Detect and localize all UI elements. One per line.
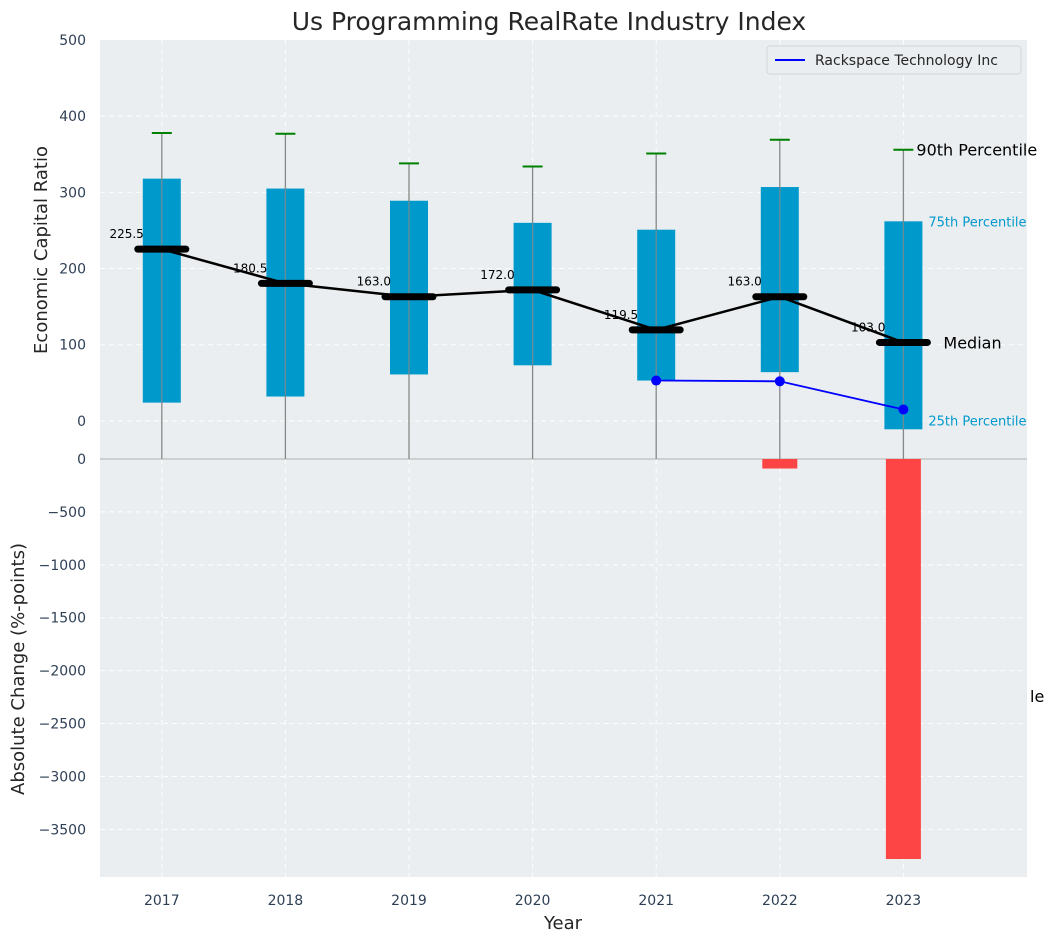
absolute-change-bar [762,459,798,469]
top-y-tick-label: 100 [59,338,86,354]
bottom-y-tick-label: −1500 [39,611,86,627]
bottom-plot-area [100,459,1027,877]
x-tick-label: 2018 [268,893,304,909]
bottom-y-axis-label: Absolute Change (%-points) [8,543,29,795]
clipped-annotation: le [1030,687,1044,706]
p75-annotation: 75th Percentile [928,215,1026,230]
median-data-label: 180.5 [233,261,267,275]
legend-box [766,45,1022,75]
x-tick-label: 2020 [515,893,551,909]
median-data-label: 225.5 [109,227,143,241]
median-data-label: 172.0 [480,268,514,282]
x-tick-label: 2022 [762,893,798,909]
x-tick-label: 2023 [886,893,922,909]
bottom-y-tick-label: 0 [77,452,86,468]
absolute-change-bar [885,459,921,860]
median-annotation: Median [943,333,1001,352]
company-point [774,376,785,387]
bottom-y-tick-label: −1000 [39,558,86,574]
bottom-y-tick-label: −3000 [39,769,86,785]
p25-annotation: 25th Percentile [928,414,1026,429]
top-plot-area [100,40,1027,459]
top-y-tick-label: 300 [59,185,86,201]
legend-label: Rackspace Technology Inc [815,53,998,69]
bottom-y-tick-label: −3500 [39,822,86,838]
top-y-tick-label: 200 [59,262,86,278]
legend: Rackspace Technology Inc [766,45,1022,75]
median-data-label: 163.0 [357,275,391,289]
p90-annotation: 90th Percentile [916,141,1037,160]
top-y-axis-label: Economic Capital Ratio [31,146,52,354]
x-tick-label: 2021 [638,893,674,909]
chart-title: Us Programming RealRate Industry Index [292,7,806,36]
top-y-tick-label: 500 [59,33,86,49]
company-point [898,404,909,415]
median-data-label: 119.5 [604,308,638,322]
top-y-tick-label: 400 [59,109,86,125]
bottom-y-tick-label: −2500 [39,717,86,733]
top-y-tick-label: 0 [77,414,86,430]
bottom-y-tick-label: −2000 [39,664,86,680]
x-axis-label: Year [543,913,583,934]
median-data-label: 103.0 [851,320,885,334]
company-point [651,375,662,386]
bottom-y-tick-label: −500 [48,505,86,521]
median-data-label: 163.0 [727,275,761,289]
x-tick-label: 2017 [144,893,180,909]
x-tick-label: 2019 [391,893,427,909]
